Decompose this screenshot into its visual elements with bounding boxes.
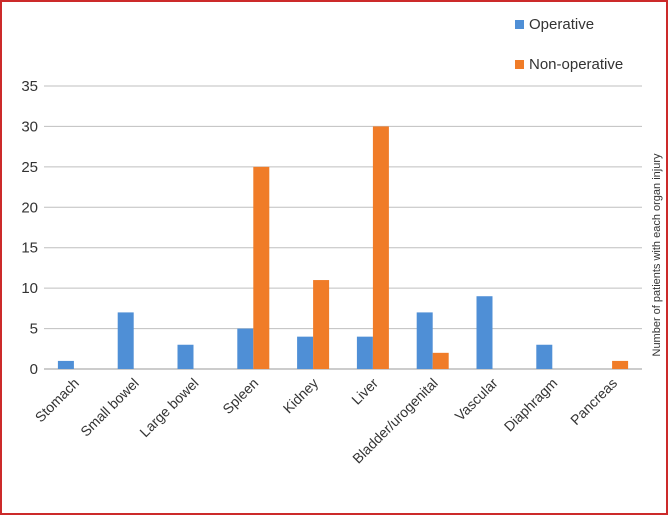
bar-operative-vascular: [476, 296, 493, 369]
y-tick-label: 10: [21, 280, 38, 297]
legend-swatch-operative: [515, 20, 524, 29]
y-tick-label: 0: [30, 361, 38, 378]
y-tick-label: 20: [21, 199, 38, 216]
bar-operative-stomach: [57, 360, 74, 369]
legend-label-non-operative: Non-operative: [529, 56, 623, 73]
bar-non-operative-liver: [372, 126, 389, 369]
y-tick-label: 35: [21, 78, 38, 95]
bar-operative-liver: [356, 336, 373, 369]
x-tick-label: Kidney: [280, 375, 322, 417]
y-tick-label: 5: [30, 321, 38, 338]
bar-non-operative-spleen: [253, 166, 270, 369]
bar-operative-kidney: [297, 336, 314, 369]
legend: Operative Non-operative: [515, 16, 623, 73]
x-tick-label: Liver: [348, 375, 381, 408]
y-tick-label: 15: [21, 240, 38, 257]
bar-non-operative-bladder-urogenital: [432, 352, 449, 369]
y-tick-label: 30: [21, 118, 38, 135]
legend-label-operative: Operative: [529, 16, 594, 33]
bars: [57, 126, 629, 369]
gridlines: [44, 85, 642, 370]
bar-operative-large-bowel: [177, 344, 194, 369]
y-axis-label: Number of patients with each organ injur…: [651, 153, 663, 356]
legend-swatch-non-operative: [515, 60, 524, 69]
x-tick-label: Diaphragm: [501, 375, 561, 435]
x-tick-label: Vascular: [452, 375, 501, 424]
bar-operative-spleen: [237, 328, 254, 369]
x-tick-label: Pancreas: [567, 375, 620, 428]
y-axis-ticks: 0 5 10 15 20 25 30 35: [21, 78, 38, 378]
bar-operative-small-bowel: [117, 312, 134, 369]
x-tick-label: Large bowel: [136, 375, 201, 440]
bar-non-operative-pancreas: [612, 360, 629, 369]
bar-non-operative-kidney: [313, 280, 330, 369]
x-tick-label: Small bowel: [77, 375, 142, 440]
bar-operative-bladder-urogenital: [416, 312, 433, 369]
x-tick-label: Stomach: [32, 375, 82, 425]
x-tick-label: Spleen: [219, 375, 261, 417]
y-tick-label: 25: [21, 159, 38, 176]
bar-operative-diaphragm: [536, 344, 553, 369]
